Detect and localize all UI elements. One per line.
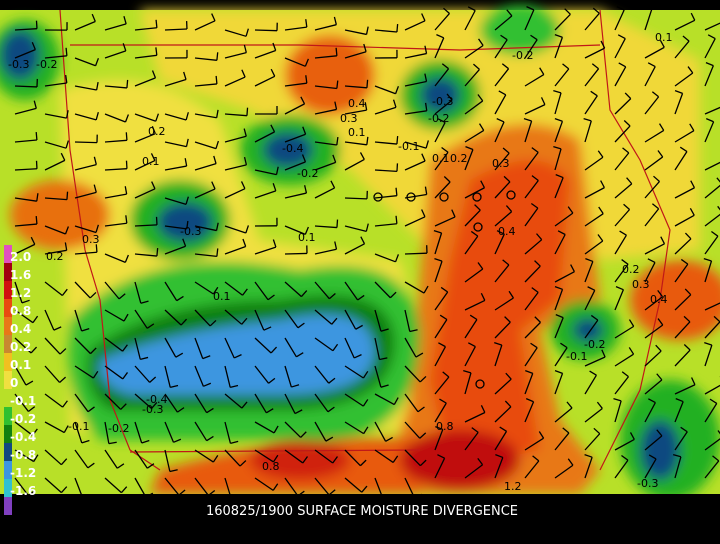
- contour-label: -0.4: [282, 142, 303, 155]
- barb-flag: [396, 188, 397, 196]
- legend-label: -1.6: [10, 484, 36, 498]
- barb-flag: [396, 216, 397, 224]
- contour-label: 0.3: [492, 157, 510, 170]
- legend-label: -0.1: [10, 394, 36, 408]
- barb-flag: [126, 132, 127, 140]
- contour-label: -0.2: [36, 58, 57, 71]
- barb-flag: [36, 216, 37, 224]
- barb-flag: [644, 7, 652, 9]
- contour-label: 0.2: [46, 250, 64, 263]
- legend-label: 1.6: [10, 268, 31, 282]
- legend-label: -0.2: [10, 412, 36, 426]
- map-caption: 160825/1900 SURFACE MOISTURE DIVERGENCE: [206, 504, 518, 519]
- barb-flag: [217, 52, 218, 60]
- barb-flag: [397, 24, 398, 32]
- legend-label: 0.2: [10, 340, 31, 354]
- barb-flag: [617, 7, 624, 10]
- barb-flag: [367, 80, 368, 88]
- contour-label: 0.1: [142, 155, 160, 168]
- contour-label: 0.4: [650, 293, 668, 306]
- barb-flag: [67, 192, 68, 200]
- contour-label: 0.1: [213, 290, 231, 303]
- barb-flag: [156, 20, 157, 28]
- barb-flag: [127, 80, 128, 88]
- contour-label: 0.2: [148, 125, 166, 138]
- contour-label: -0.3: [432, 95, 453, 108]
- contour-label: -0.3: [8, 58, 29, 71]
- contour-label: 0.1: [655, 31, 673, 44]
- barb-flag: [336, 48, 337, 56]
- barb-flag: [216, 76, 217, 84]
- legend-label: 2.0: [10, 250, 31, 264]
- barb-flag: [217, 248, 218, 256]
- legend-label: 0: [10, 376, 18, 390]
- barb-flag: [247, 108, 248, 116]
- contour-label: -0.1: [68, 420, 89, 433]
- contour-label: 0.8: [262, 460, 280, 473]
- legend-label: 0.4: [10, 322, 31, 336]
- barb-flag: [337, 220, 338, 228]
- wind-barb: [255, 30, 277, 31]
- legend-label: 0.8: [10, 304, 31, 318]
- legend-swatch: [4, 497, 12, 515]
- contour-label: 1.2: [504, 480, 522, 493]
- contour-label: 0.8: [436, 420, 454, 433]
- contour-label: -0.2: [108, 422, 129, 435]
- barb-flag: [157, 248, 158, 256]
- barb-flag: [468, 7, 475, 11]
- contour-label: -0.3: [180, 225, 201, 238]
- barb-flag: [337, 81, 338, 89]
- contour-label: 0.1: [348, 126, 366, 139]
- contour-label: 0.3: [340, 112, 358, 125]
- legend-label: -0.4: [10, 430, 36, 444]
- contour-label: 0.4: [348, 97, 366, 110]
- barb-flag: [36, 132, 37, 140]
- contour-label: -0.2: [428, 112, 449, 125]
- contour-label: -0.2: [512, 49, 533, 62]
- wind-barb: [345, 198, 367, 199]
- legend-label: 1.2: [10, 286, 31, 300]
- legend-label: 0.1: [10, 358, 31, 372]
- legend-label: -1.2: [10, 466, 36, 480]
- contour-label: -0.1: [566, 350, 587, 363]
- contour-label: 0.2: [450, 152, 468, 165]
- barb-flag: [66, 48, 67, 56]
- contour-label: -0.3: [142, 403, 163, 416]
- contour-label: -0.3: [637, 477, 658, 490]
- contour-label: -0.2: [584, 338, 605, 351]
- contour-label: 0.1: [432, 152, 450, 165]
- contour-label: -0.1: [398, 140, 419, 153]
- contour-label: 0.3: [632, 278, 650, 291]
- contour-label: 0.2: [622, 263, 640, 276]
- contour-label: 0.1: [298, 231, 316, 244]
- contour-label: 0.3: [82, 233, 100, 246]
- contour-label: 0.4: [498, 225, 516, 238]
- wind-barb: [75, 142, 97, 143]
- wind-barb: [405, 253, 427, 254]
- contour-label: -0.2: [297, 167, 318, 180]
- wind-barb: [285, 253, 307, 254]
- legend-label: -0.8: [10, 448, 36, 462]
